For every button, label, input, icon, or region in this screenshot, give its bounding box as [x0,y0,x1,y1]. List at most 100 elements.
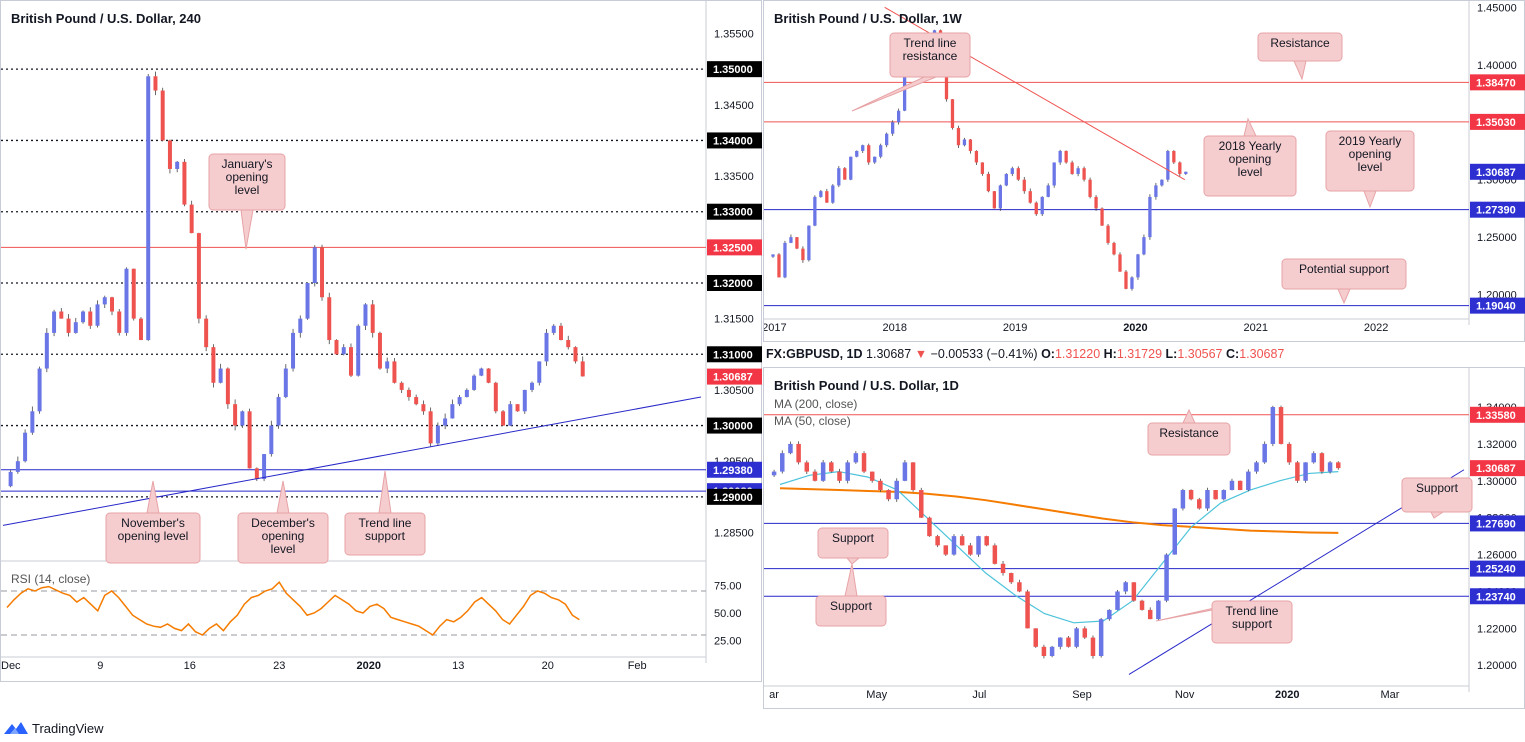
price-tick-label: 1.33500 [714,171,754,183]
candle-body [771,254,775,257]
candle-body [849,156,853,180]
candle-body [1229,480,1235,491]
candle-body [771,471,777,476]
price-tag-label: 1.25240 [1476,564,1516,576]
candle-body [829,462,834,472]
rsi-label: RSI (14, close) [11,572,90,586]
candle-body [334,340,339,355]
candle-body [406,389,411,398]
price-tick-label: 1.22000 [1477,623,1517,635]
candle-body [472,375,477,390]
candle-body [52,311,57,333]
time-tick-label: ar [769,689,779,701]
candle-body [1004,173,1008,186]
candle-body [479,368,484,376]
candle-body [1115,591,1120,610]
callout-label: level [271,542,296,556]
daily-chart-canvas[interactable]: 1.200001.220001.240001.260001.280001.300… [764,368,1525,710]
candle-body [789,237,793,243]
callout-box [1147,422,1231,456]
ma-legend-label: MA (200, close) [774,397,857,411]
callout-box [889,32,971,78]
candle-body [962,139,967,146]
candle-body [1025,591,1030,629]
candle-body [196,233,201,319]
callout-label: Resistance [1270,36,1330,50]
candle-body [1100,208,1104,226]
candle-body [1221,490,1227,500]
callout-label: opening level [118,529,189,543]
candle-body [312,247,317,283]
callout-pointer [845,557,861,565]
candle-body [8,471,13,487]
candle-body [891,122,895,134]
time-tick-label: 2020 [1123,322,1147,334]
h4-chart-canvas[interactable]: 1.285001.295001.305001.315001.325001.335… [1,1,763,683]
candle-body [1052,162,1056,186]
brand-name: TradingView [32,720,104,736]
time-tick-label: 2018 [883,322,907,334]
callout-label: Potential support [1299,262,1390,276]
candle-body [537,361,542,383]
high-value: 1.31729 [1116,347,1163,361]
candle-body [1131,582,1137,601]
candle-body [305,283,310,319]
callout-pointer [378,470,392,514]
candle-body [1028,191,1032,203]
chart-panel-weekly[interactable]: 1.200001.250001.300001.350001.400001.450… [763,0,1525,342]
candle-body [910,462,916,491]
candle-body [1046,185,1050,197]
symbol-label: FX:GBPUSD, 1D [766,347,863,361]
candle-body [896,110,901,123]
chart-panel-daily[interactable]: 1.200001.220001.240001.260001.280001.300… [763,367,1525,709]
callout-box [1257,32,1343,62]
rsi-tick-label: 25.00 [714,636,742,648]
low-value: 1.30567 [1177,347,1223,361]
price-tag [707,461,762,478]
time-tick-label: 16 [184,660,196,672]
candle-body [356,325,361,376]
time-tick-label: 2020 [356,660,380,672]
price-tag-label: 1.19040 [1476,301,1516,313]
candle-body [385,361,390,369]
candle-body [218,368,223,383]
candle-body [1082,628,1088,638]
callout-label: Trend line [1226,604,1279,618]
candle-body [980,162,985,174]
candle-body [1188,490,1194,500]
candle-body [968,545,973,555]
callout-label: Trend line [359,516,412,530]
candle-body [515,404,520,412]
price-tag [1470,201,1525,218]
candle-body [1022,179,1026,192]
candle-body [807,225,811,261]
price-tag-label: 1.35030 [1476,117,1516,129]
candle-body [1327,462,1333,472]
candle-body [1303,462,1308,481]
price-tag-label: 1.32500 [713,242,753,254]
candle-body [1278,407,1284,444]
price-tag [1470,588,1525,605]
candle-body [428,411,433,444]
time-tick-label: 2020 [1275,689,1299,701]
candle-body [1098,619,1104,657]
candle-body [399,382,404,390]
tradingview-logo-icon [4,722,28,734]
candle-body [1178,162,1182,174]
candle-body [348,347,353,376]
price-tag-label: 1.33580 [1476,410,1516,422]
candle-body [976,536,981,555]
tradingview-brand[interactable]: TradingView [4,718,104,738]
price-change: −0.00533 (−0.41%) [930,347,1038,361]
price-tick-label: 1.25000 [1477,232,1517,244]
callout-label: Support [832,531,875,545]
candle-body [1254,462,1259,472]
candle-body [1064,150,1068,163]
candle-body [998,185,1002,209]
weekly-chart-canvas[interactable]: 1.200001.250001.300001.350001.400001.450… [764,1,1525,343]
candle-body [167,140,172,169]
candle-body [796,443,801,463]
candle-body [486,368,491,383]
chart-panel-h4[interactable]: 1.285001.295001.305001.315001.325001.335… [0,0,762,682]
candle-body [867,145,871,163]
